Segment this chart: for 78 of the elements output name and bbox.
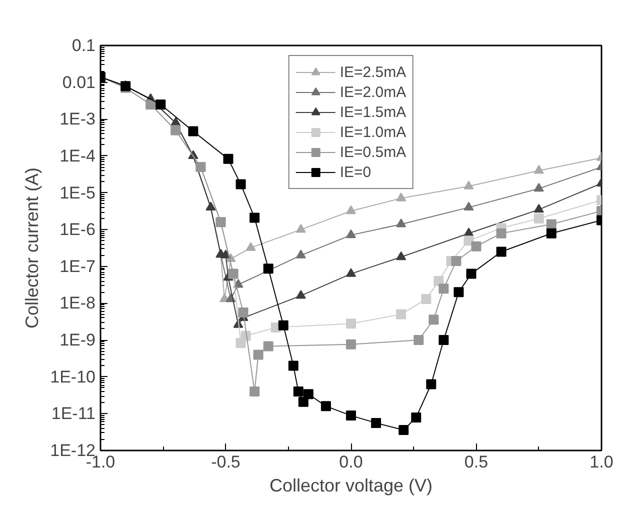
point	[346, 229, 356, 238]
x-tick-label: 0.5	[464, 452, 488, 472]
point	[546, 219, 556, 230]
point	[396, 218, 406, 228]
y-tick-label: 0.1	[72, 36, 96, 55]
point	[546, 228, 556, 238]
point	[346, 205, 356, 214]
point	[156, 99, 166, 110]
legend-label: IE=2.0mA	[340, 82, 406, 102]
point	[220, 250, 231, 258]
point	[223, 154, 234, 164]
y-tick-label: 1E-5	[60, 183, 96, 202]
y-tick-label: 1E-9	[60, 330, 96, 350]
point	[438, 284, 449, 294]
point	[263, 341, 274, 352]
point	[296, 290, 306, 299]
point	[278, 320, 288, 330]
point	[414, 335, 424, 346]
point	[496, 228, 506, 238]
point	[303, 389, 314, 400]
point	[250, 386, 260, 397]
y-axis-title: Collector current (A)	[22, 167, 42, 329]
legend-label: IE=1.0mA	[340, 122, 406, 142]
point	[398, 425, 409, 436]
point	[411, 412, 422, 422]
legend-label: IE=0.5mA	[340, 142, 406, 162]
point	[298, 396, 308, 407]
point	[451, 256, 462, 266]
point	[346, 318, 356, 329]
point	[396, 251, 406, 260]
x-tick-label: 0.0	[339, 452, 363, 472]
x-tick-label: 1.0	[590, 452, 614, 472]
point	[293, 386, 304, 397]
point	[534, 214, 544, 224]
point	[426, 379, 436, 390]
point	[428, 314, 439, 325]
point	[396, 192, 406, 202]
point	[421, 294, 432, 304]
point	[534, 182, 544, 192]
point	[188, 126, 198, 136]
x-tick-label: -0.5	[211, 452, 240, 472]
point	[464, 236, 474, 246]
point	[346, 268, 356, 277]
y-tick-label: 1E-7	[60, 256, 96, 276]
point	[263, 264, 274, 274]
point	[250, 212, 260, 223]
y-tick-label: 1E-3	[60, 110, 96, 129]
legend-label: IE=0	[340, 162, 372, 182]
point	[238, 308, 248, 318]
point	[236, 179, 246, 190]
legend-label: IE=1.5mA	[340, 102, 406, 122]
point	[296, 250, 306, 258]
point	[346, 410, 356, 421]
point	[288, 360, 298, 371]
point	[454, 287, 464, 298]
y-tick-label: 1E-11	[51, 404, 96, 424]
legend-label: IE=2.5mA	[340, 62, 406, 82]
point	[534, 204, 544, 213]
point	[296, 224, 306, 233]
point	[371, 418, 382, 428]
point	[496, 246, 506, 257]
point	[346, 339, 356, 350]
point	[396, 309, 406, 320]
point	[464, 202, 474, 211]
point	[253, 350, 264, 360]
y-tick-label: 1E-6	[60, 220, 96, 240]
y-tick-label: 1E-10	[50, 367, 96, 386]
point	[466, 268, 476, 279]
point	[320, 401, 331, 412]
y-tick-label: 1E-8	[60, 294, 96, 313]
y-tick-label: 0.01	[62, 72, 96, 92]
y-tick-label: 1E-4	[60, 146, 96, 166]
point	[464, 180, 474, 190]
point	[438, 335, 449, 346]
x-axis-title: Collector voltage (V)	[269, 476, 433, 496]
point	[534, 164, 544, 174]
point	[471, 241, 482, 252]
point	[246, 242, 256, 251]
